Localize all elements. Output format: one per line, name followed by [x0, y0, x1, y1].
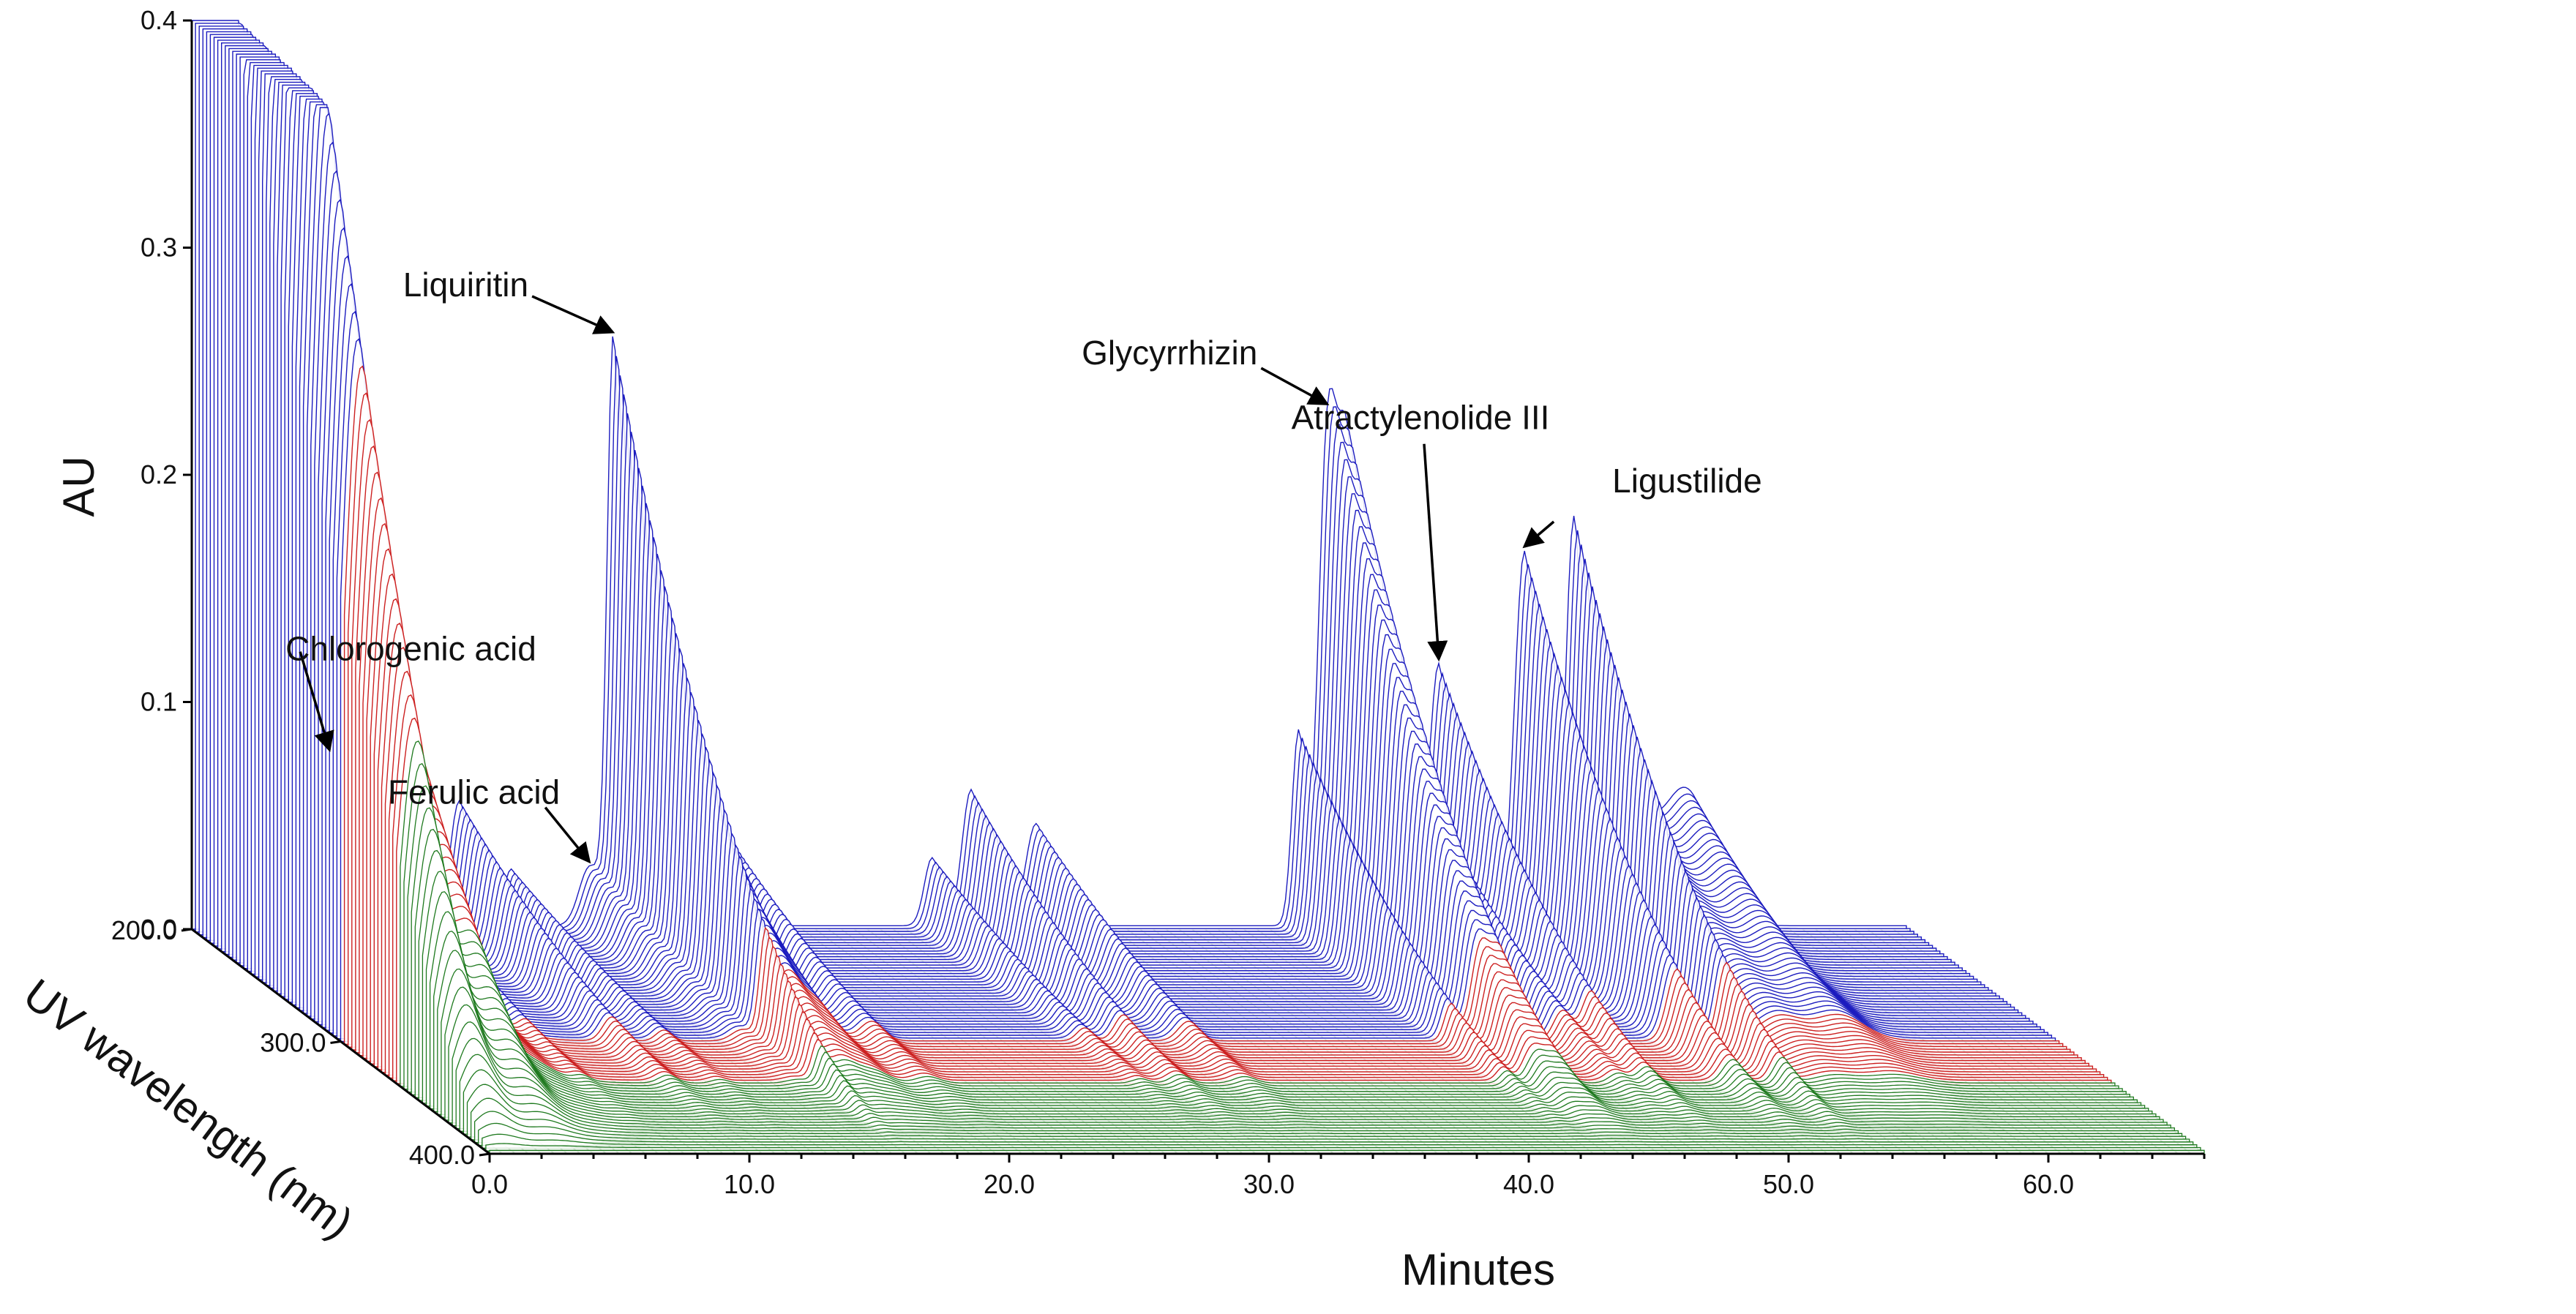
x-axis-title: Minutes	[1401, 1245, 1555, 1294]
annotation-label: Glycyrrhizin	[1082, 334, 1257, 372]
spectral-trace	[466, 1084, 2183, 1138]
spectral-trace	[418, 849, 2134, 1101]
spectral-trace	[295, 98, 2012, 1009]
spectral-trace	[381, 623, 2097, 1073]
z-tick-mark	[479, 1152, 490, 1157]
y-tick-label: 0.4	[141, 5, 177, 35]
spectral-trace	[396, 717, 2112, 1084]
spectral-trace	[485, 1143, 2201, 1152]
x-tick-label: 30.0	[1243, 1169, 1295, 1199]
annotation-label: Atractylenolide III	[1292, 399, 1550, 437]
x-tick-label: 20.0	[984, 1169, 1035, 1199]
spectral-trace	[470, 1097, 2187, 1141]
spectral-trace	[433, 931, 2149, 1113]
spectral-trace	[277, 84, 1993, 994]
spectral-trace	[441, 968, 2157, 1118]
annotation-arrow	[1522, 520, 1555, 549]
spectral-trace	[411, 807, 2127, 1096]
spectral-trace	[473, 1111, 2190, 1144]
spectral-trace	[291, 95, 2008, 1006]
spectral-trace	[280, 87, 1996, 997]
annotation-arrow	[531, 295, 615, 334]
annotation-arrow	[1423, 443, 1448, 662]
spectral-trace	[310, 112, 2026, 1020]
spectral-trace	[482, 1133, 2198, 1149]
z-tick-label: 400.0	[409, 1140, 475, 1170]
z-tick-mark	[181, 928, 192, 932]
spectral-trace	[478, 1122, 2194, 1146]
spectral-trace	[318, 170, 2034, 1026]
spectral-trace	[414, 828, 2130, 1098]
spectral-trace	[388, 670, 2105, 1079]
spectral-trace	[455, 1037, 2171, 1130]
x-tick-label: 50.0	[1763, 1169, 1814, 1199]
spectral-trace	[403, 762, 2119, 1090]
spectral-trace	[302, 104, 2019, 1014]
spectral-trace	[452, 1021, 2168, 1127]
spectral-traces	[191, 20, 2205, 1155]
annotation-label: Ferulic acid	[388, 773, 560, 811]
x-tick-label: 40.0	[1503, 1169, 1554, 1199]
annotation-label: Liquiritin	[403, 266, 528, 304]
x-tick-label: 60.0	[2023, 1169, 2074, 1199]
annotation-arrow	[544, 806, 591, 864]
spectral-trace	[437, 950, 2153, 1115]
spectral-trace	[284, 90, 2000, 1000]
spectral-trace	[448, 1004, 2164, 1124]
spectral-trace	[459, 1054, 2175, 1132]
peak-annotations: Chlorogenic acid Ferulic acid Liquiritin Gl…	[285, 266, 1762, 864]
spectral-trace	[273, 81, 1989, 992]
z-tick-label: 300.0	[260, 1028, 326, 1058]
spectral-trace	[463, 1069, 2179, 1135]
spectral-trace	[314, 141, 2030, 1023]
y-tick-label: 0.0	[141, 914, 177, 944]
x-tick-label: 10.0	[724, 1169, 775, 1199]
annotation-label: Ligustilide	[1612, 462, 1762, 500]
spectral-trace	[307, 107, 2023, 1017]
spectral-trace	[407, 785, 2123, 1093]
spectral-trace	[392, 694, 2108, 1081]
spectral-trace	[377, 598, 2094, 1070]
y-tick-label: 0.3	[141, 233, 177, 263]
y-axis-title: AU	[54, 456, 103, 517]
spectral-trace	[444, 986, 2160, 1121]
spectral-trace	[422, 871, 2138, 1104]
annotation-arrow	[299, 651, 334, 753]
y-tick-label: 0.1	[141, 687, 177, 717]
spectral-trace	[429, 911, 2146, 1110]
annotation-arrow	[1260, 367, 1330, 405]
spectral-trace	[288, 93, 2004, 1003]
z-tick-mark	[330, 1040, 341, 1044]
y-tick-label: 0.2	[141, 459, 177, 489]
spectral-trace	[299, 101, 2015, 1011]
annotation-label: Chlorogenic acid	[285, 630, 536, 668]
spectral-trace	[384, 647, 2101, 1076]
spectral-trace	[373, 573, 2089, 1067]
spectral-trace	[400, 740, 2116, 1087]
spectral-trace	[425, 891, 2142, 1107]
x-tick-label: 0.0	[471, 1169, 508, 1199]
z-tick-label: 200.0	[111, 915, 177, 945]
